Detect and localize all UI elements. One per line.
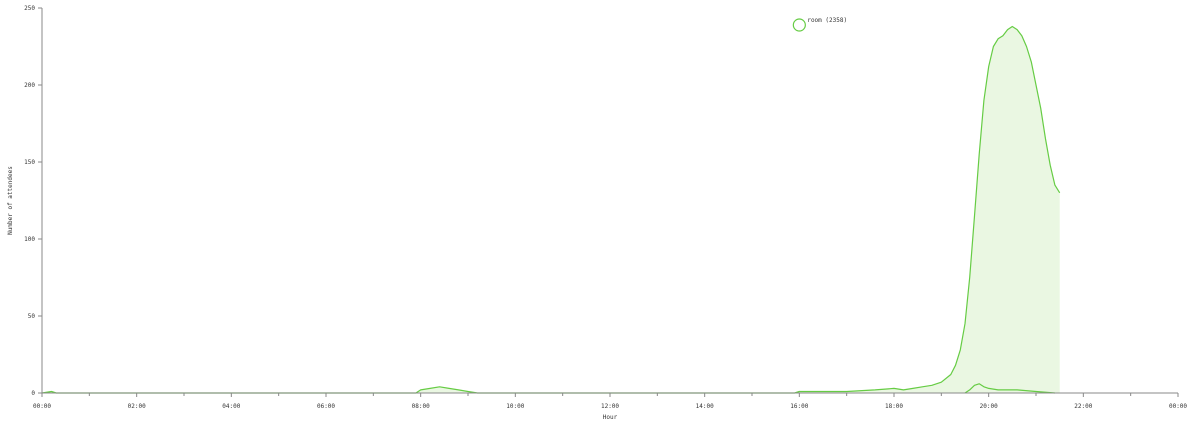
series-line [964,383,1055,394]
x-tick-label: 14:00 [696,403,714,410]
area-fill-layer [42,26,1060,393]
legend-label: room (2358) [807,17,847,24]
x-tick-label: 20:00 [980,403,998,410]
series-area-fill [42,26,1060,393]
x-tick-label: 00:00 [33,403,51,410]
series-line [41,25,1061,394]
y-tick-label: 100 [24,236,35,243]
x-tick-label: 06:00 [317,403,335,410]
x-tick-label: 04:00 [222,403,240,410]
x-tick-label: 02:00 [128,403,146,410]
x-ticks-layer: 00:00 02:00 04:00 06:00 08:00 10:00 12:00 14:00… [33,393,1187,410]
x-tick-label: 16:00 [790,403,808,410]
x-tick-label: 22:00 [1074,403,1092,410]
legend-marker-icon [792,18,806,32]
x-tick-label: 08:00 [412,403,430,410]
y-axis-title: Number of attendees [7,166,14,235]
y-ticks-layer: 0 50 100 150 200 250 [24,5,42,397]
x-tick-label: 00:00 [1169,403,1187,410]
y-tick-label: 150 [24,159,35,166]
y-tick-label: 50 [28,313,36,320]
x-tick-label: 12:00 [601,403,619,410]
x-tick-label: 10:00 [506,403,524,410]
y-tick-label: 200 [24,82,35,89]
x-axis-title: Hour [603,414,618,421]
y-tick-label: 0 [31,390,35,397]
y-tick-label: 250 [24,5,35,12]
legend: room (2358) [792,17,847,32]
series-line-layer [41,25,1061,394]
x-tick-label: 18:00 [885,403,903,410]
